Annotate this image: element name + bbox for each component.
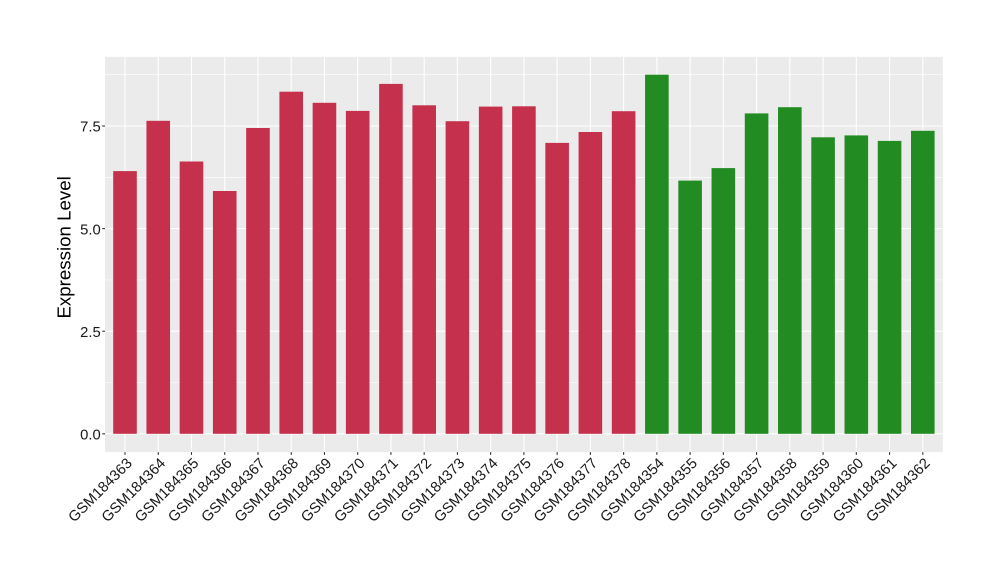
- svg-text:0.0: 0.0: [80, 427, 101, 443]
- svg-text:Expression Level: Expression Level: [54, 176, 75, 318]
- svg-text:7.5: 7.5: [80, 120, 101, 136]
- svg-text:5.0: 5.0: [80, 222, 101, 238]
- svg-text:2.5: 2.5: [80, 325, 101, 341]
